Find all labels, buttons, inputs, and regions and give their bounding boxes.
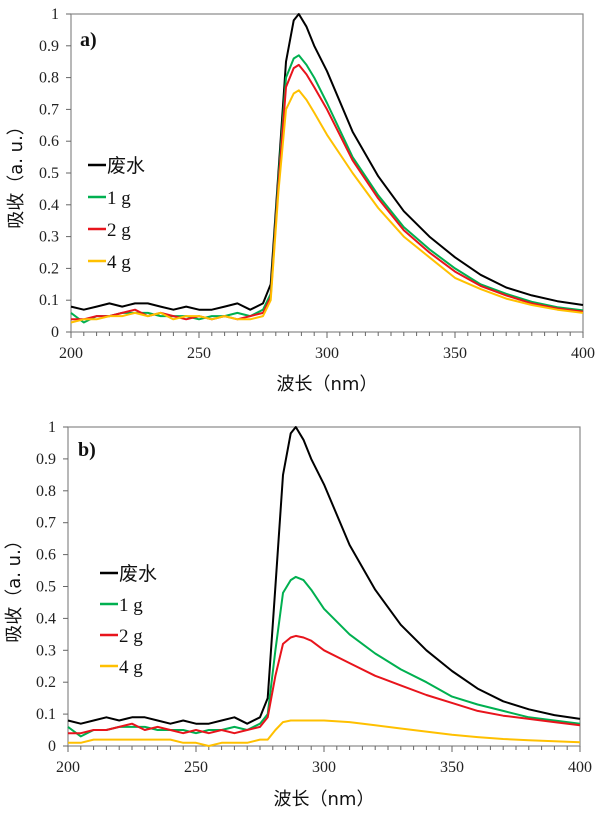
y-axis-label: 吸收（a. u.） — [6, 117, 27, 229]
x-tick-label: 350 — [443, 345, 467, 362]
series-line-2 — [68, 634, 581, 735]
series-line-3 — [70, 89, 584, 324]
y-tick-label: 0.9 — [39, 38, 59, 55]
y-tick-label: 0 — [51, 324, 59, 341]
x-tick-label: 300 — [312, 759, 336, 776]
y-tick-label: 0.5 — [36, 579, 56, 596]
chart-panel-b: 200 250 300 350 400 0 0.1 0.2 0.3 0.4 0.5 0.6 0.7 0.8… — [4, 419, 592, 810]
y-tick-label: 0.9 — [36, 451, 56, 468]
chart-panel-a: 200 250 300 350 400 0 0.1 0.2 0.3 0.4 0.5 0.6 0.7 0.8… — [6, 6, 595, 395]
x-axis-label: 波长（nm） — [274, 789, 375, 810]
x-tick-label: 200 — [59, 345, 83, 362]
panel-label: a) — [80, 29, 97, 51]
y-tick-label: 1 — [48, 419, 56, 436]
legend-label: 1 g — [119, 595, 143, 616]
legend-label: 1 g — [107, 188, 131, 209]
legend-label: 废水 — [119, 563, 157, 585]
series-line-3 — [68, 719, 581, 747]
legend-label: 2 g — [107, 220, 131, 241]
x-tick-label: 400 — [571, 345, 595, 362]
y-tick-label: 0.1 — [39, 292, 59, 309]
x-tick-label: 300 — [315, 345, 339, 362]
legend-label: 4 g — [119, 657, 143, 678]
y-tick-label: 0.8 — [39, 70, 59, 87]
y-tick-label: 0.7 — [39, 101, 59, 118]
x-tick-label: 200 — [56, 759, 80, 776]
y-tick-label: 1 — [51, 6, 59, 23]
x-axis-label: 波长（nm） — [277, 374, 378, 395]
y-tick-label: 0.2 — [36, 674, 56, 691]
series-line-1 — [67, 575, 581, 738]
y-tick-label: 0.2 — [39, 260, 59, 277]
x-tick-label: 250 — [184, 759, 208, 776]
series-line-1 — [70, 54, 584, 324]
y-tick-label: 0.4 — [39, 197, 59, 214]
plot-frame — [70, 13, 584, 333]
y-tick-label: 0.3 — [39, 229, 59, 246]
series-line-0 — [70, 13, 584, 311]
y-tick-label: 0.6 — [39, 133, 59, 150]
y-tick-label: 0 — [48, 738, 56, 755]
y-tick-label: 0.8 — [36, 483, 56, 500]
legend-label: 2 g — [119, 626, 143, 647]
legend-label: 4 g — [107, 252, 131, 273]
y-tick-label: 0.5 — [39, 165, 59, 182]
y-tick-label: 0.1 — [36, 706, 56, 723]
legend-label: 废水 — [107, 155, 145, 177]
x-tick-label: 250 — [187, 345, 211, 362]
y-tick-label: 0.3 — [36, 642, 56, 659]
series-line-0 — [67, 426, 581, 725]
x-tick-label: 350 — [440, 759, 464, 776]
panel-label: b) — [78, 439, 96, 461]
x-tick-label: 400 — [568, 759, 592, 776]
y-tick-label: 0.4 — [36, 610, 56, 627]
plot-frame — [67, 426, 581, 747]
y-tick-label: 0.6 — [36, 547, 56, 564]
y-axis-label: 吸收（a. u.） — [4, 531, 25, 643]
y-tick-label: 0.7 — [36, 515, 56, 532]
